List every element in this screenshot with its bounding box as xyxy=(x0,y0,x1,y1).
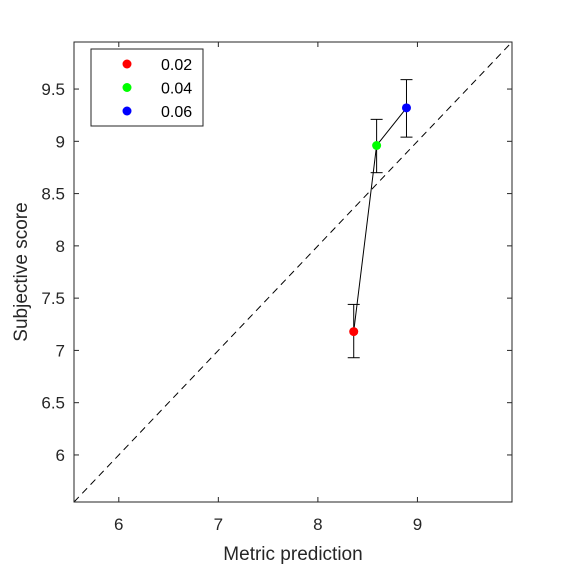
legend-marker-0.04 xyxy=(122,83,132,92)
series-connecting-line xyxy=(353,107,407,332)
plot-inner xyxy=(74,42,512,502)
y-tick-label: 7.5 xyxy=(41,289,65,308)
y-tick-label: 6.5 xyxy=(41,394,65,413)
axes: 6 7 8 9 6 6.5 7 7.5 8 8.5 9 9.5 xyxy=(41,41,513,534)
y-tick-label: 9 xyxy=(56,132,65,151)
legend-marker-0.06 xyxy=(122,106,132,116)
axes-box xyxy=(73,41,513,503)
legend-label-0.04: 0.04 xyxy=(161,81,192,98)
legend-box xyxy=(90,48,204,127)
x-tick-label: 6 xyxy=(114,515,123,534)
legend-label-0.02: 0.02 xyxy=(161,57,192,74)
data-point-0.06 xyxy=(401,103,411,113)
plot-area xyxy=(74,42,512,502)
reference-diagonal-line xyxy=(74,42,512,502)
x-tick-label: 9 xyxy=(413,515,422,534)
x-tick-label: 7 xyxy=(214,515,223,534)
legend-label-0.06: 0.06 xyxy=(161,104,192,121)
legend: 0.02 0.04 0.06 xyxy=(90,48,204,127)
y-tick-label: 9.5 xyxy=(41,80,65,99)
x-axis-label: Metric prediction xyxy=(223,544,362,565)
x-tick-label: 8 xyxy=(313,515,322,534)
y-tick-label: 7 xyxy=(56,341,65,360)
data-point-0.04 xyxy=(372,141,382,150)
y-axis-label: Subjective score xyxy=(11,202,32,341)
legend-marker-0.02 xyxy=(122,59,132,69)
y-tick-label: 8.5 xyxy=(41,185,65,204)
y-tick-label: 6 xyxy=(56,446,65,465)
y-tick-label: 8 xyxy=(56,237,65,256)
data-point-0.02 xyxy=(349,327,359,337)
